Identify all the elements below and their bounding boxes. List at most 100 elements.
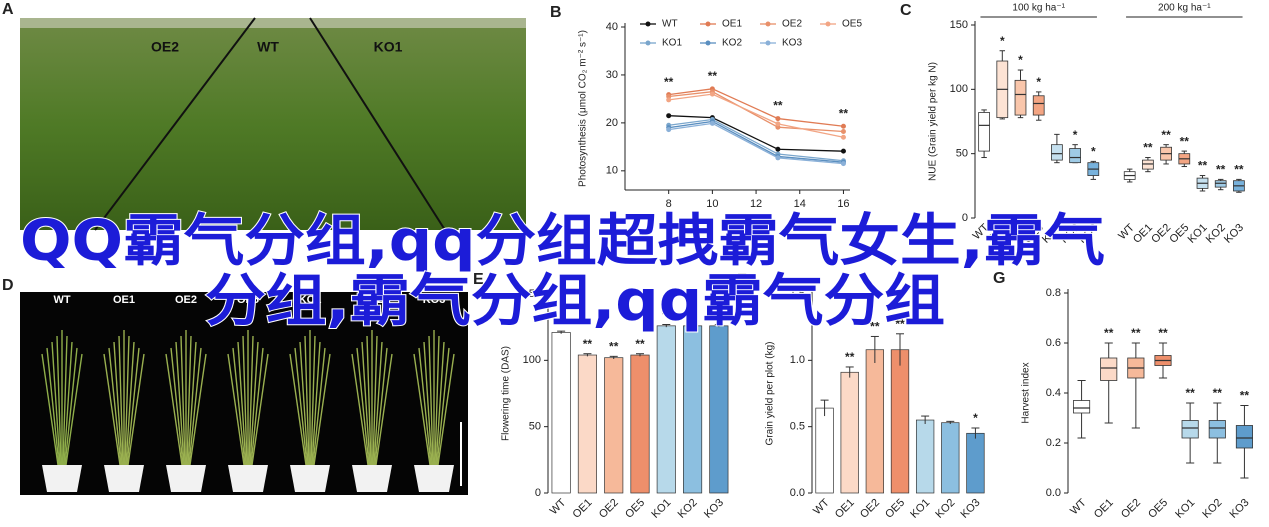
series-line — [668, 88, 844, 127]
y-tick-label: 0 — [962, 212, 968, 224]
stem — [237, 341, 247, 466]
significance: ** — [708, 69, 718, 83]
legend-marker — [765, 40, 771, 46]
legend-label: KO2 — [722, 38, 742, 49]
box — [1051, 144, 1063, 161]
stem — [127, 353, 145, 466]
x-tick-label: OE5 — [883, 497, 907, 521]
series-line — [668, 122, 844, 165]
stem — [186, 335, 192, 466]
series-line — [668, 115, 844, 152]
y-tick-label: 0 — [535, 487, 541, 499]
stem — [423, 341, 433, 466]
stem — [313, 353, 331, 466]
significance: ** — [1131, 326, 1141, 340]
stem — [113, 341, 123, 466]
x-tick-label: KO3 — [1228, 497, 1252, 521]
box — [1032, 95, 1045, 116]
point — [840, 134, 846, 140]
point — [775, 121, 781, 127]
stem — [46, 347, 60, 466]
y-tick-label: 0.0 — [790, 487, 805, 499]
stem — [434, 335, 440, 466]
significance: ** — [1143, 141, 1153, 155]
point — [840, 148, 846, 154]
legend-marker — [645, 40, 651, 46]
stem — [118, 335, 124, 466]
bar — [915, 419, 935, 494]
significance: * — [973, 411, 978, 425]
y-tick-label: 100 — [950, 83, 968, 95]
significance: * — [1036, 75, 1041, 89]
point — [775, 146, 781, 152]
stem — [312, 347, 326, 466]
photo-label: KO1 — [299, 294, 322, 306]
point — [840, 123, 846, 129]
box — [1214, 180, 1227, 188]
stem — [436, 347, 450, 466]
y-tick-label: 30 — [606, 69, 618, 81]
bar — [840, 371, 859, 494]
significance: * — [1091, 145, 1096, 159]
group-label: 200 kg ha⁻¹ — [1158, 3, 1211, 14]
x-tick-label: OE5 — [1146, 497, 1170, 521]
x-tick-label: OE1 — [833, 497, 857, 521]
y-tick-label: 150 — [950, 19, 968, 31]
panel-label: B — [550, 4, 562, 21]
stem — [126, 347, 140, 466]
photo-field — [20, 18, 526, 230]
photo-label: OE2 — [151, 39, 179, 55]
stem — [251, 353, 269, 466]
stem — [65, 353, 83, 466]
bar — [656, 325, 676, 494]
box — [1073, 400, 1091, 414]
stem — [64, 347, 78, 466]
stem — [125, 341, 135, 466]
divider — [309, 17, 446, 231]
stem — [310, 335, 316, 466]
y-tick-label: 0.4 — [1046, 387, 1061, 399]
x-tick-label: KO1 — [908, 497, 932, 521]
stem — [437, 353, 455, 466]
y-tick-label: 10 — [606, 165, 618, 177]
stem — [51, 341, 61, 466]
y-tick-label: 0.0 — [1046, 487, 1061, 499]
significance: ** — [1234, 163, 1244, 177]
significance: ** — [1185, 386, 1195, 400]
box — [1208, 420, 1226, 439]
significance: * — [1018, 53, 1023, 67]
divider — [94, 17, 256, 231]
legend-label: OE2 — [782, 19, 802, 30]
photo-label: KO2 — [361, 294, 384, 306]
x-tick-label: KO1 — [649, 497, 673, 521]
pot — [290, 465, 330, 492]
stem — [294, 347, 308, 466]
stem — [108, 347, 122, 466]
point — [666, 97, 672, 103]
point — [840, 129, 846, 135]
x-tick-label: OE2 — [858, 497, 882, 521]
point — [709, 120, 715, 126]
stem — [373, 341, 383, 466]
stem — [188, 347, 202, 466]
stem — [227, 353, 245, 466]
y-tick-label: 100 — [523, 354, 541, 366]
significance: ** — [1104, 326, 1114, 340]
box — [1069, 148, 1081, 164]
significance: ** — [1213, 386, 1223, 400]
stem — [366, 335, 372, 466]
stem — [304, 335, 310, 466]
box — [1100, 357, 1118, 381]
series-line — [668, 93, 844, 138]
x-tick-label: KO2 — [933, 497, 957, 521]
panel-label: A — [2, 1, 14, 18]
stem — [356, 347, 370, 466]
panel-label: E — [473, 271, 484, 288]
stem — [428, 335, 434, 466]
stem — [372, 335, 378, 466]
stem — [289, 353, 307, 466]
bar — [815, 407, 834, 494]
y-tick-label: 150 — [523, 288, 541, 300]
legend-marker — [705, 21, 711, 27]
significance: ** — [895, 317, 905, 331]
